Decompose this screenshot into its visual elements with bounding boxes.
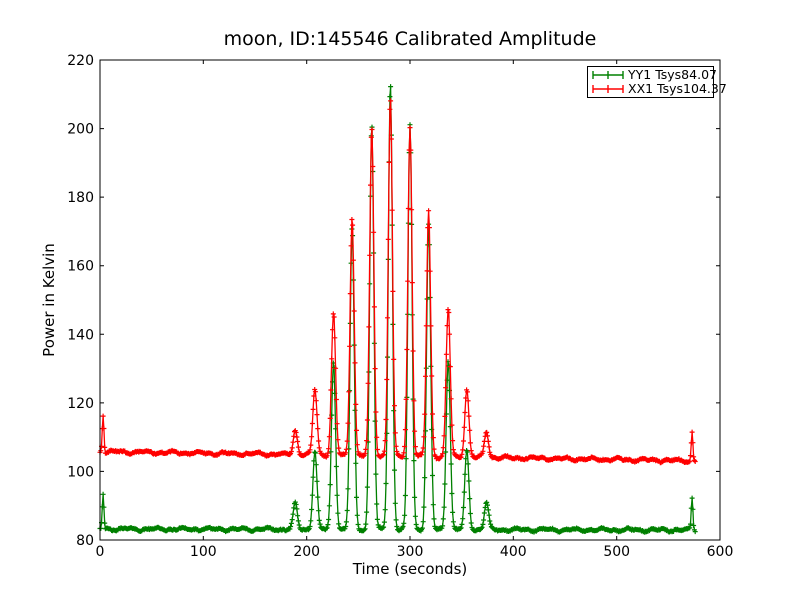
x-tick-label: 400 (500, 544, 527, 560)
x-tick-label: 600 (707, 544, 734, 560)
x-tick-label: 0 (96, 544, 105, 560)
y-tick-label: 200 (67, 122, 94, 138)
legend-label-xx1: XX1 Tsys104.37 (628, 81, 727, 97)
x-tick-label: 100 (190, 544, 217, 560)
legend-label-yy1: YY1 Tsys84.07 (628, 66, 717, 82)
x-tick-label: 200 (293, 544, 320, 560)
legend-item-xx1: XX1 Tsys104.37 (588, 82, 727, 96)
y-tick-label: 140 (67, 327, 94, 343)
y-tick-label: 160 (67, 259, 94, 275)
y-tick-label: 180 (67, 190, 94, 206)
series-xx1-markers (97, 98, 698, 466)
x-axis-label: Time (seconds) (352, 560, 468, 578)
y-tick-label: 220 (67, 53, 94, 69)
y-tick-label: 80 (76, 533, 94, 549)
chart-title: moon, ID:145546 Calibrated Amplitude (223, 28, 597, 50)
plot-frame (99, 59, 721, 541)
errorbar-handle-red-icon (592, 85, 624, 94)
series-xx1-line (99, 100, 696, 464)
y-tick-label: 100 (67, 464, 94, 480)
errorbar-handle-green-icon (592, 70, 624, 79)
legend-item-yy1: YY1 Tsys84.07 (588, 67, 717, 82)
y-axis-label: Power in Kelvin (40, 243, 58, 357)
series-yy1-line (99, 86, 696, 534)
x-tick-label: 300 (397, 544, 424, 560)
legend: YY1 Tsys84.07 XX1 Tsys104.37 (587, 66, 727, 98)
series-yy1-markers (97, 84, 698, 535)
y-tick-label: 120 (67, 396, 94, 412)
x-tick-label: 500 (603, 544, 630, 560)
